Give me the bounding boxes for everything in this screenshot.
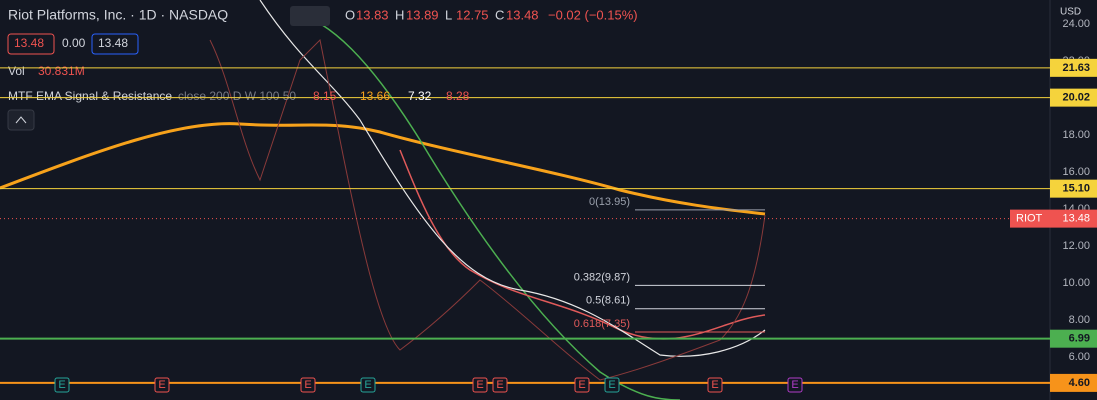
- y-tick-label: 18.00: [1062, 129, 1090, 141]
- earnings-label: E: [364, 379, 371, 391]
- volume-label: Vol: [8, 64, 25, 78]
- earnings-marker: [472, 377, 488, 393]
- level-tag: [1050, 329, 1097, 348]
- earnings-marker: [574, 377, 590, 393]
- currency: USD: [1060, 7, 1081, 18]
- fib-label: 0.382(9.87): [574, 271, 630, 283]
- earnings-label: E: [578, 379, 585, 391]
- earnings-marker: [604, 377, 620, 393]
- price-box: [7, 33, 55, 55]
- hide-button[interactable]: [290, 6, 330, 26]
- last-price-tag: [1010, 209, 1097, 228]
- ohlc-key: H: [395, 7, 404, 22]
- price-box-text: 0.00: [62, 36, 86, 50]
- ema-white: [259, 0, 766, 357]
- ema-green: [291, 11, 681, 400]
- earnings-marker: [707, 377, 723, 393]
- earnings-marker: [154, 377, 170, 393]
- indicator-params: close 200 D W 100 50: [178, 89, 296, 103]
- earnings-label: E: [58, 379, 65, 391]
- collapse-icon: [15, 116, 27, 124]
- level-label: 6.99: [1069, 333, 1090, 345]
- earnings-label: E: [711, 379, 718, 391]
- earnings-marker: [300, 377, 316, 393]
- indicator-value: 8.15: [313, 89, 337, 103]
- earnings-label: E: [496, 379, 503, 391]
- level-label: 20.02: [1062, 92, 1090, 104]
- y-tick-label: 16.00: [1062, 166, 1090, 178]
- y-tick-label: 12.00: [1062, 240, 1090, 252]
- ohlc-key: C: [495, 7, 504, 22]
- ohlc-value: 12.75: [456, 7, 489, 22]
- price-box: [91, 33, 139, 55]
- ema-200: [0, 122, 766, 216]
- price-box-text: 13.48: [98, 36, 128, 50]
- level-label: 21.63: [1062, 62, 1090, 74]
- y-tick-label: 10.00: [1062, 277, 1090, 289]
- y-tick-label: 8.00: [1069, 314, 1090, 326]
- level-tag: [1050, 88, 1097, 107]
- symbol-title: Riot Platforms, Inc. · 1D · NASDAQ: [8, 7, 228, 23]
- level-label: 4.60: [1069, 377, 1090, 389]
- indicator-value: 13.66: [360, 89, 390, 103]
- ohlc-value: 13.83: [356, 7, 389, 22]
- earnings-marker: [787, 377, 803, 393]
- earnings-label: E: [158, 379, 165, 391]
- y-tick-label: 6.00: [1069, 351, 1090, 363]
- earnings-label: E: [476, 379, 483, 391]
- fib-label: 0.5(8.61): [586, 295, 630, 307]
- fib-label: 0.618(7.35): [574, 318, 630, 330]
- last-price-label: 13.48: [1062, 213, 1090, 225]
- indicator-name: MTF EMA Signal & Resistance: [8, 89, 172, 103]
- ema-red: [399, 149, 766, 340]
- earnings-label: E: [304, 379, 311, 391]
- collapse-button[interactable]: [7, 109, 35, 131]
- earnings-label: E: [608, 379, 615, 391]
- earnings-marker: [492, 377, 508, 393]
- level-label: 15.10: [1062, 183, 1090, 195]
- indicator-value: 7.32: [408, 89, 432, 103]
- level-tag: [1050, 58, 1097, 77]
- ohlc-value: 13.89: [406, 7, 439, 22]
- price-trace: [209, 38, 766, 381]
- indicator-value: 8.28: [446, 89, 470, 103]
- ohlc-value: 13.48: [506, 7, 539, 22]
- level-tag: [1050, 179, 1097, 198]
- last-price-symbol: RIOT: [1016, 213, 1043, 225]
- y-tick-label: 24.00: [1062, 18, 1090, 30]
- volume-value: 30.831M: [38, 64, 85, 78]
- fib-label: 0(13.95): [589, 196, 630, 208]
- earnings-label: E: [791, 379, 798, 391]
- change: −0.02 (−0.15%): [548, 7, 638, 22]
- price-box-text: 13.48: [14, 36, 44, 50]
- ohlc-key: O: [345, 7, 355, 22]
- level-tag: [1050, 373, 1097, 392]
- earnings-marker: [54, 377, 70, 393]
- earnings-marker: [360, 377, 376, 393]
- ohlc-key: L: [445, 7, 452, 22]
